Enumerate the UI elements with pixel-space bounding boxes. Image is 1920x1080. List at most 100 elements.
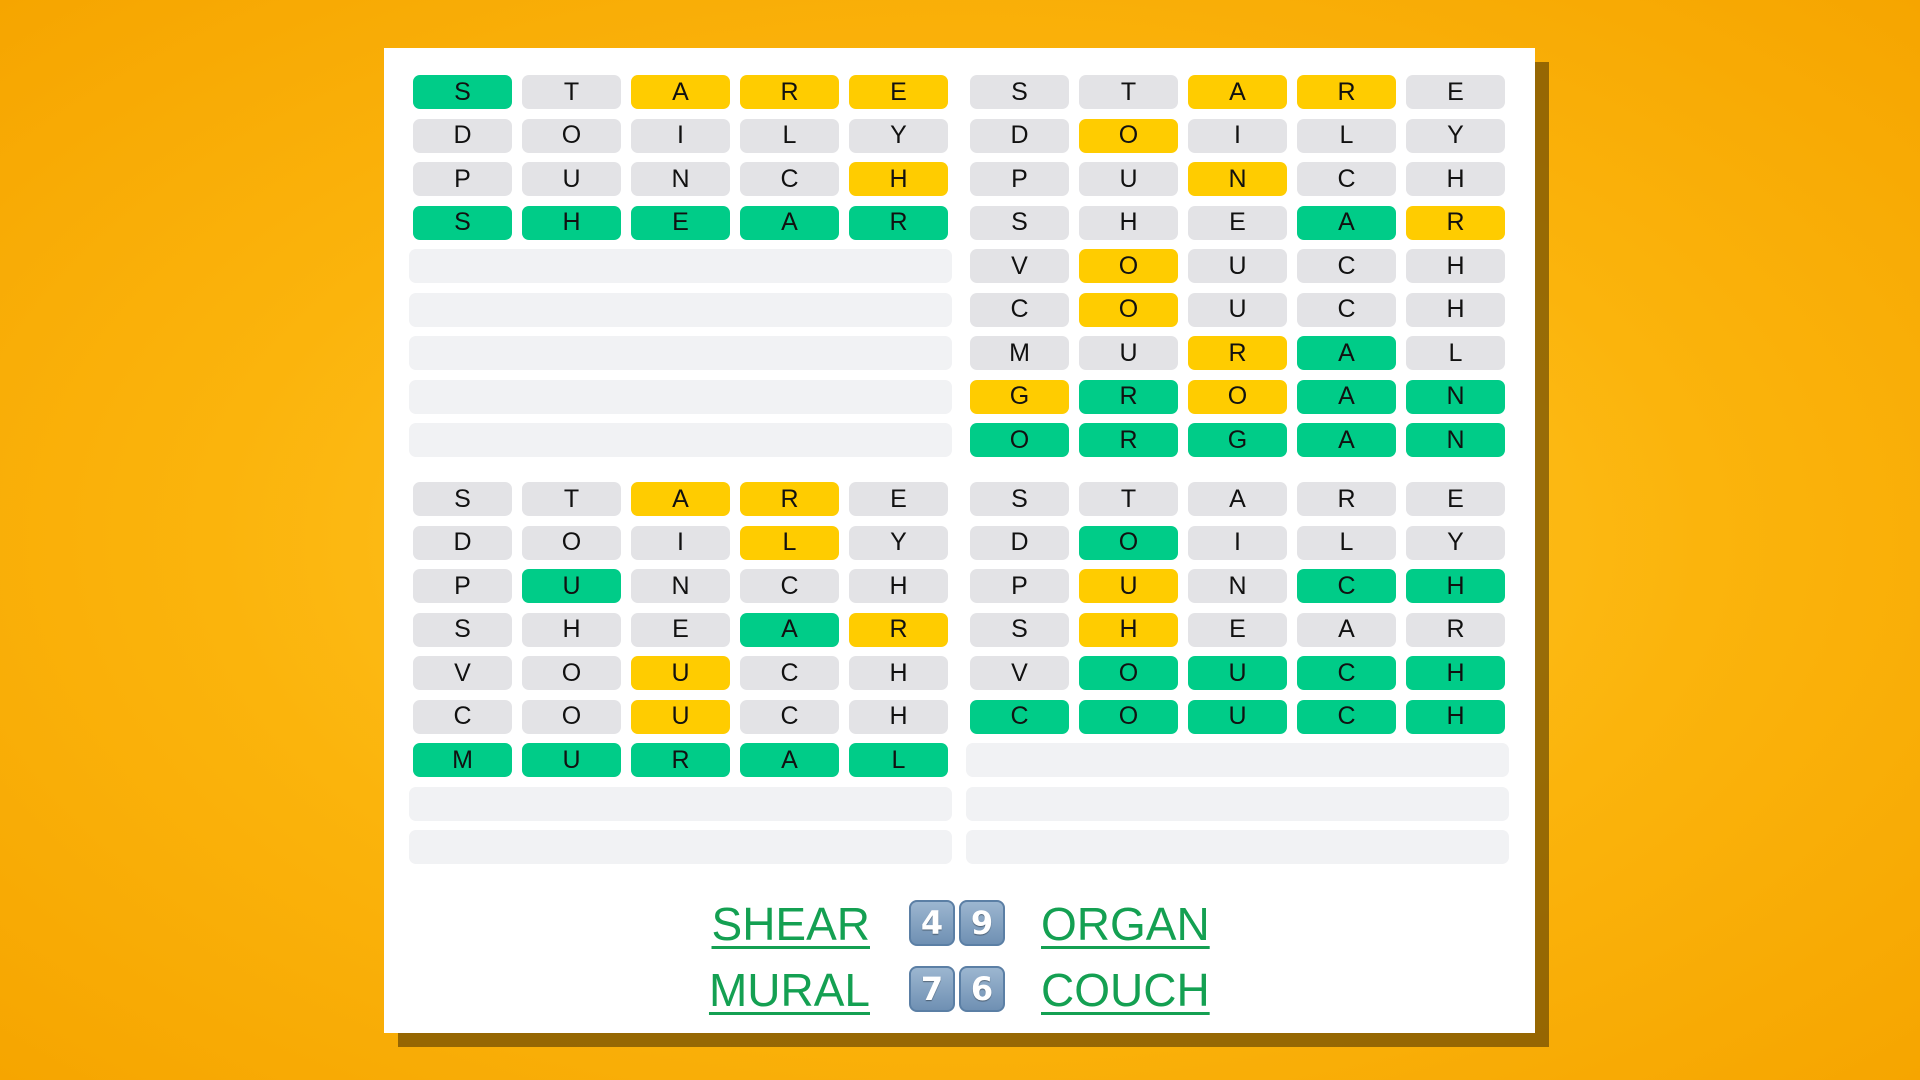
empty-guess-row — [966, 786, 1509, 821]
letter-tile: R — [1188, 336, 1287, 370]
letter-tile: A — [1297, 612, 1396, 647]
guess-count-keycaps: 4 9 — [909, 900, 1005, 946]
letter-tile: M — [413, 743, 512, 777]
letter-tile: C — [413, 699, 512, 734]
letter-tile: H — [1406, 699, 1505, 734]
letter-tile: S — [970, 482, 1069, 516]
letter-tile: L — [1297, 118, 1396, 153]
letter-tile: U — [1079, 336, 1178, 370]
solution-word-link[interactable]: SHEAR — [711, 898, 870, 950]
letter-tile: A — [740, 743, 839, 777]
letter-tile: I — [1188, 118, 1287, 153]
digit-keycap-icon: 4 — [909, 900, 955, 946]
guess-count-keycaps: 7 6 — [909, 966, 1005, 1012]
letter-tile: A — [1188, 75, 1287, 109]
letter-tile: L — [1406, 336, 1505, 370]
letter-tile: V — [413, 656, 512, 690]
letter-tile: T — [1079, 75, 1178, 109]
letter-tile: U — [522, 743, 621, 777]
letter-tile: N — [1188, 162, 1287, 196]
letter-tile: O — [522, 699, 621, 734]
letter-tile: O — [1079, 699, 1178, 734]
letter-tile: E — [849, 75, 948, 109]
letter-tile: N — [631, 162, 730, 196]
letter-tile: R — [740, 482, 839, 516]
letter-tile: H — [1406, 249, 1505, 283]
letter-tile: R — [631, 743, 730, 777]
letter-tile: H — [849, 162, 948, 196]
letter-tile: H — [1079, 205, 1178, 240]
letter-tile: E — [1188, 205, 1287, 240]
letter-tile: U — [631, 699, 730, 734]
letter-tile: C — [1297, 249, 1396, 283]
letter-tile: R — [740, 75, 839, 109]
letter-tile: H — [1406, 656, 1505, 690]
letter-tile: O — [522, 118, 621, 153]
letter-tile: C — [970, 699, 1069, 734]
letter-tile: C — [970, 292, 1069, 327]
letter-tile: S — [413, 75, 512, 109]
letter-tile: P — [970, 569, 1069, 603]
letter-tile: O — [1188, 379, 1287, 414]
letter-tile: L — [849, 743, 948, 777]
letter-tile: U — [631, 656, 730, 690]
letter-tile: U — [522, 162, 621, 196]
letter-tile: L — [740, 118, 839, 153]
solution-word-link[interactable]: ORGAN — [1041, 898, 1210, 950]
letter-tile: S — [970, 612, 1069, 647]
letter-tile: H — [1079, 612, 1178, 647]
letter-tile: Y — [849, 118, 948, 153]
letter-tile: P — [970, 162, 1069, 196]
letter-tile: R — [849, 612, 948, 647]
solution-word-link[interactable]: MURAL — [708, 964, 870, 1016]
letter-tile: N — [1406, 379, 1505, 414]
letter-tile: H — [849, 569, 948, 603]
letter-tile: U — [1079, 162, 1178, 196]
letter-tile: N — [1188, 569, 1287, 603]
letter-tile: C — [1297, 162, 1396, 196]
letter-tile: I — [1188, 525, 1287, 560]
letter-tile: U — [1188, 249, 1287, 283]
empty-guess-row — [409, 336, 952, 370]
letter-tile: V — [970, 656, 1069, 690]
letter-tile: A — [740, 612, 839, 647]
letter-tile: C — [740, 699, 839, 734]
letter-tile: S — [970, 205, 1069, 240]
letter-tile: R — [849, 205, 948, 240]
letter-tile: A — [1297, 423, 1396, 457]
letter-tile: A — [1297, 336, 1396, 370]
letter-tile: H — [1406, 162, 1505, 196]
letter-tile: V — [970, 249, 1069, 283]
letter-tile: I — [631, 118, 730, 153]
letter-tile: L — [1297, 525, 1396, 560]
solution-word-link[interactable]: COUCH — [1041, 964, 1210, 1016]
letter-tile: S — [413, 205, 512, 240]
letter-tile: C — [740, 162, 839, 196]
letter-tile: S — [970, 75, 1069, 109]
letter-tile: E — [1406, 482, 1505, 516]
empty-guess-row — [409, 830, 952, 864]
letter-tile: C — [740, 656, 839, 690]
result-row-2: MURAL 7 6 COUCH — [384, 962, 1535, 1018]
digit-keycap-icon: 7 — [909, 966, 955, 1012]
letter-tile: H — [522, 612, 621, 647]
letter-tile: C — [1297, 656, 1396, 690]
letter-tile: O — [1079, 292, 1178, 327]
letter-tile: Y — [1406, 525, 1505, 560]
letter-tile: R — [1406, 205, 1505, 240]
